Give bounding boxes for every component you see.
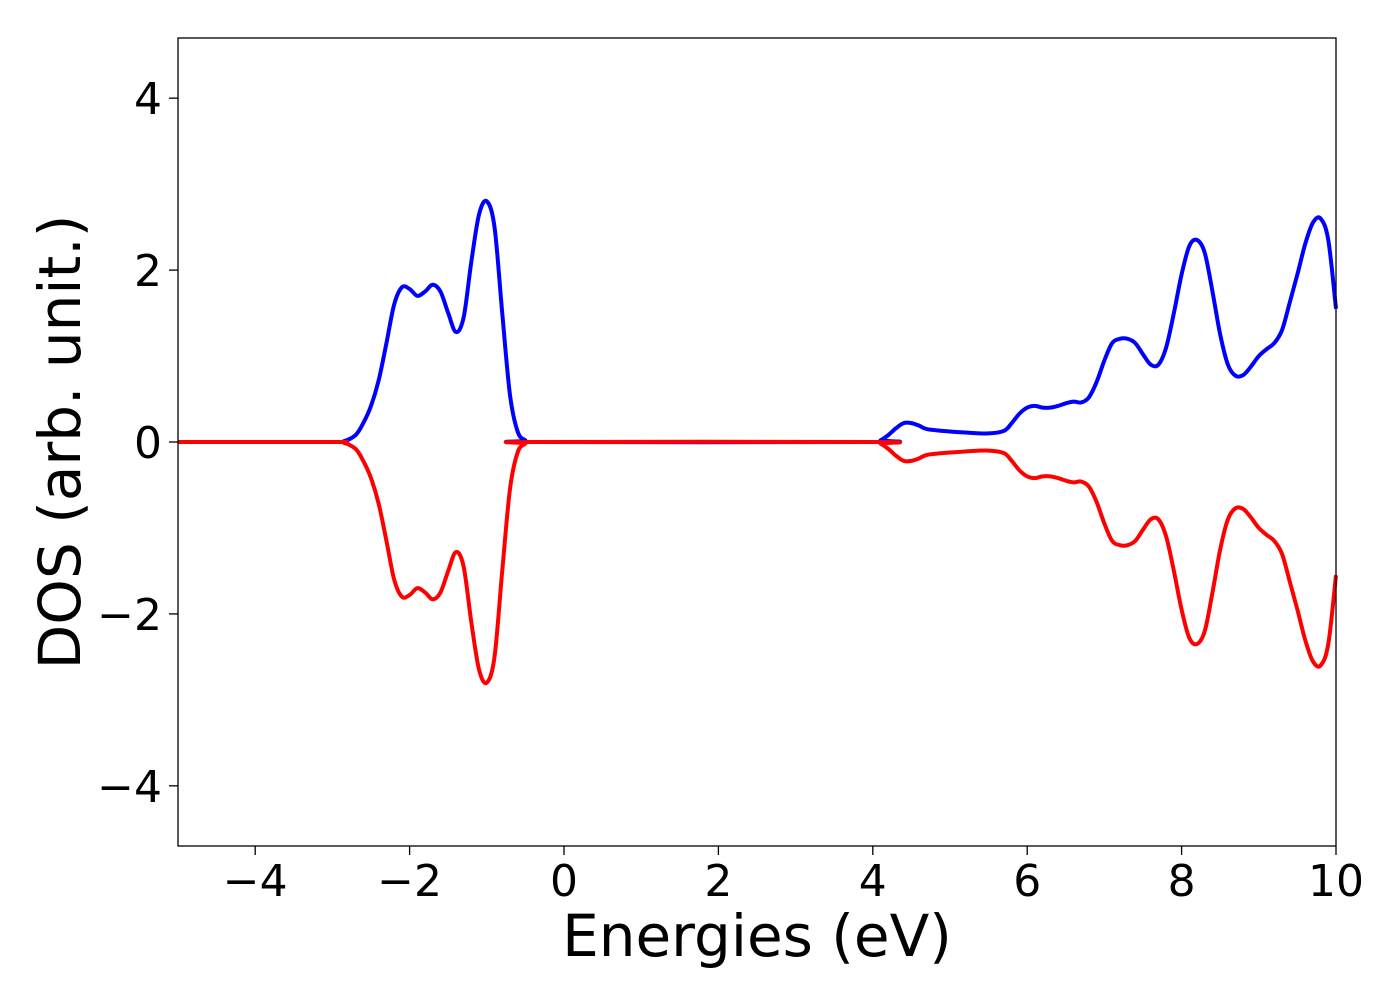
x-tick-label: −4 xyxy=(223,856,288,907)
ticks-layer: −4 −2 0 2 4 6 8 10 4 2 0 −2 −4 xyxy=(97,74,1364,907)
y-tick-label: −2 xyxy=(97,590,162,641)
x-tick-label: 4 xyxy=(859,856,887,907)
series-layer xyxy=(177,198,1338,686)
x-tick-label: −2 xyxy=(377,856,442,907)
y-tick-label: 0 xyxy=(134,418,162,469)
x-tick-label: 10 xyxy=(1308,856,1364,907)
x-tick-label: 8 xyxy=(1168,856,1196,907)
y-axis-title: DOS (arb. unit.) xyxy=(26,215,94,670)
x-tick-label: 2 xyxy=(704,856,732,907)
x-tick-label: 6 xyxy=(1013,856,1041,907)
x-axis-title: Energies (eV) xyxy=(562,902,952,970)
dos-line-down xyxy=(177,439,1338,686)
y-tick-label: 4 xyxy=(134,74,162,125)
x-tick-label: 0 xyxy=(550,856,578,907)
dos-line-up xyxy=(177,198,1338,445)
y-tick-label: 2 xyxy=(134,246,162,297)
y-tick-label: −4 xyxy=(97,762,162,813)
